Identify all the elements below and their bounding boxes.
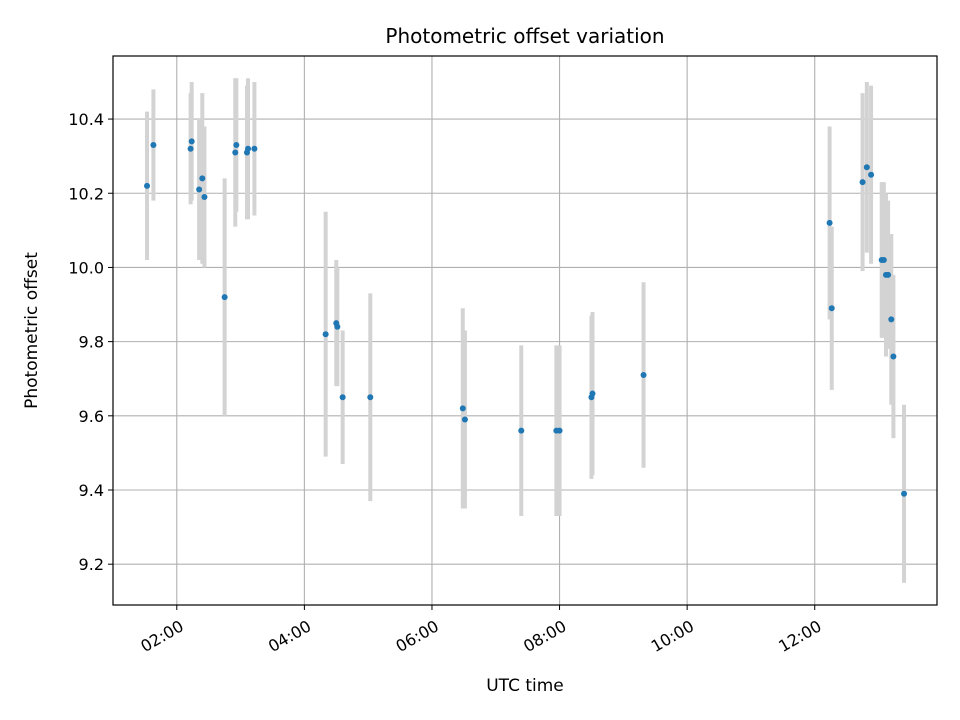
- data-point: [890, 353, 897, 360]
- data-point: [339, 394, 346, 401]
- data-point: [518, 427, 525, 434]
- data-point: [640, 372, 647, 379]
- data-point: [196, 186, 203, 193]
- grid: [113, 56, 937, 605]
- y-axis-title: Photometric offset: [22, 252, 42, 409]
- data-point: [556, 427, 563, 434]
- data-point: [461, 416, 468, 423]
- data-point: [885, 271, 892, 278]
- data-point: [859, 179, 866, 186]
- data-point: [144, 182, 151, 189]
- data-point: [334, 323, 341, 330]
- y-tick-label: 10.0: [68, 258, 104, 277]
- data-point: [888, 316, 895, 323]
- data-point: [589, 390, 596, 397]
- y-tick-label: 9.6: [79, 407, 104, 426]
- data-point: [233, 142, 240, 149]
- data-point: [201, 193, 208, 200]
- data-point: [187, 145, 194, 152]
- y-tick-label: 9.8: [79, 333, 104, 352]
- data-point: [863, 164, 870, 171]
- data-point: [245, 145, 252, 152]
- data-point: [826, 219, 833, 226]
- data-point: [880, 257, 887, 264]
- y-axis-ticks: 9.2 9.4 9.6 9.8 10.0 10.2 10.4: [68, 110, 113, 574]
- data-point: [868, 171, 875, 178]
- data-point: [232, 149, 239, 156]
- chart-title: Photometric offset variation: [385, 24, 664, 48]
- plot-frame: [112, 55, 938, 606]
- data-point: [150, 142, 157, 149]
- data-point: [199, 175, 206, 182]
- data-point: [367, 394, 374, 401]
- x-axis-title: UTC time: [486, 676, 564, 696]
- data-point: [901, 490, 908, 497]
- y-tick-label: 10.4: [68, 110, 104, 129]
- data-point: [188, 138, 195, 145]
- y-tick-label: 9.4: [79, 481, 104, 500]
- data-point: [221, 294, 228, 301]
- y-tick-label: 9.2: [79, 555, 104, 574]
- data-point: [459, 405, 466, 412]
- data-point: [322, 331, 329, 338]
- data-point: [828, 305, 835, 312]
- y-tick-label: 10.2: [68, 184, 104, 203]
- data-point: [251, 145, 258, 152]
- data-points: [144, 138, 908, 497]
